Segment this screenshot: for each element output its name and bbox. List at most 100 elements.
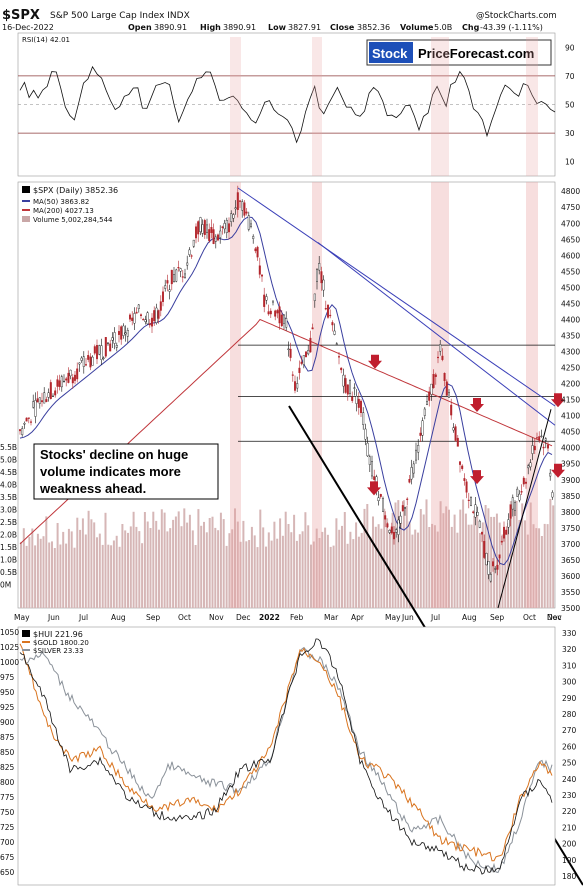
- candle-body: [410, 467, 413, 480]
- volume-bar: [405, 505, 408, 608]
- price-tick-3650: 3650: [561, 556, 580, 565]
- candle-body: [111, 337, 114, 341]
- candle-body: [25, 417, 28, 422]
- x-label-may: May: [385, 613, 401, 622]
- rsi-tick-90: 90: [565, 43, 575, 52]
- candle-body: [190, 255, 193, 257]
- candle-body: [544, 438, 547, 441]
- candle-body: [49, 382, 52, 399]
- candle-body: [525, 481, 528, 484]
- candle-body: [357, 398, 360, 408]
- legend-hui-swatch: [22, 630, 30, 637]
- volume-bar: [76, 517, 79, 608]
- volume-bar: [498, 522, 501, 608]
- candle-body: [322, 279, 325, 291]
- volume-bar: [129, 526, 132, 608]
- candle-body: [274, 310, 277, 317]
- candle-body: [144, 319, 147, 323]
- volume-bar: [36, 533, 39, 608]
- candle-body: [150, 317, 153, 327]
- candle-body: [344, 378, 347, 393]
- candle-body: [327, 304, 330, 318]
- high-label: High: [200, 23, 221, 32]
- trendline-lower: [317, 242, 556, 426]
- candle-body: [362, 412, 365, 425]
- candle-body: [258, 265, 261, 275]
- volume-bar: [138, 531, 141, 608]
- left-tick-975: 975: [0, 673, 15, 682]
- candle-body: [459, 461, 462, 465]
- volume-bar: [62, 531, 65, 608]
- price-tick-4350: 4350: [561, 331, 580, 340]
- volume-bar: [197, 509, 200, 608]
- x-label-oct: Oct: [178, 613, 191, 622]
- legend-spx: $SPX (Daily) 3852.36: [33, 186, 118, 195]
- candle-body: [27, 417, 30, 419]
- volume-bar: [411, 534, 414, 608]
- candle-body: [384, 515, 387, 520]
- volume-bar: [20, 542, 22, 608]
- volume-bar: [293, 514, 296, 608]
- candle-body: [164, 285, 167, 289]
- axis-labels: 90 70 50 30 10 4800 4750 4700 4650 4600 4550 4500 44…: [0, 43, 580, 881]
- price-tick-4650: 4650: [561, 235, 580, 244]
- price-tick-4550: 4550: [561, 267, 580, 276]
- price-tick-3800: 3800: [561, 508, 580, 517]
- logo-badge: [369, 42, 413, 63]
- candle-body: [73, 374, 76, 381]
- volume-bar: [391, 512, 394, 608]
- volume-bar: [324, 527, 327, 608]
- volume-bar: [360, 532, 363, 608]
- symbol: $SPX: [2, 8, 40, 23]
- left-tick-650: 650: [0, 868, 15, 877]
- candle-body: [481, 532, 484, 535]
- trendline-upper: [237, 187, 556, 407]
- candle-body: [340, 367, 343, 371]
- left-tick-750: 750: [0, 808, 15, 817]
- candle-body: [32, 401, 35, 408]
- volume-bar: [101, 544, 104, 608]
- candle-body: [78, 362, 81, 365]
- volume-bar: [174, 516, 177, 608]
- low-label: Low: [268, 23, 287, 32]
- volume-bar: [284, 511, 287, 608]
- candle-body: [221, 226, 224, 228]
- volume-tick-0.5B: 0.5B: [0, 568, 17, 577]
- candle-body: [390, 526, 393, 534]
- volume-bar: [450, 526, 453, 608]
- candle-body: [377, 497, 380, 502]
- candle-body: [210, 226, 213, 233]
- volume-bar: [259, 509, 262, 608]
- volume-bar: [53, 548, 56, 608]
- candle-body: [249, 223, 252, 227]
- left-tick-925: 925: [0, 703, 15, 712]
- candle-body: [124, 332, 127, 335]
- volume-bar: [34, 545, 37, 608]
- candle-body: [496, 564, 499, 570]
- candle-body: [335, 343, 338, 345]
- volume-bar: [228, 533, 231, 608]
- volume-bar: [149, 528, 152, 608]
- event-band-0: [230, 182, 241, 608]
- volume-bar: [341, 525, 343, 608]
- volume-bar: [188, 514, 191, 608]
- candle-body: [69, 369, 72, 377]
- volume-bar: [481, 522, 484, 608]
- candle-body: [36, 398, 39, 403]
- volume-bar: [349, 531, 352, 608]
- metals-panel: [17, 626, 556, 886]
- candle-body: [393, 532, 396, 540]
- volume-bar: [214, 527, 217, 608]
- volume-tick-5.5B: 5.5B: [0, 443, 17, 452]
- rise-support-line: [497, 409, 552, 609]
- candle-body: [175, 269, 178, 282]
- candle-body: [316, 269, 319, 282]
- candle-body: [183, 273, 186, 278]
- volume-bar: [355, 522, 358, 608]
- event-band-rsi-1: [312, 37, 322, 176]
- candle-body: [448, 392, 451, 398]
- x-label-mar: Mar: [324, 613, 339, 622]
- candle-body: [148, 323, 151, 326]
- volume-bar: [143, 512, 146, 608]
- event-band-3: [526, 182, 538, 608]
